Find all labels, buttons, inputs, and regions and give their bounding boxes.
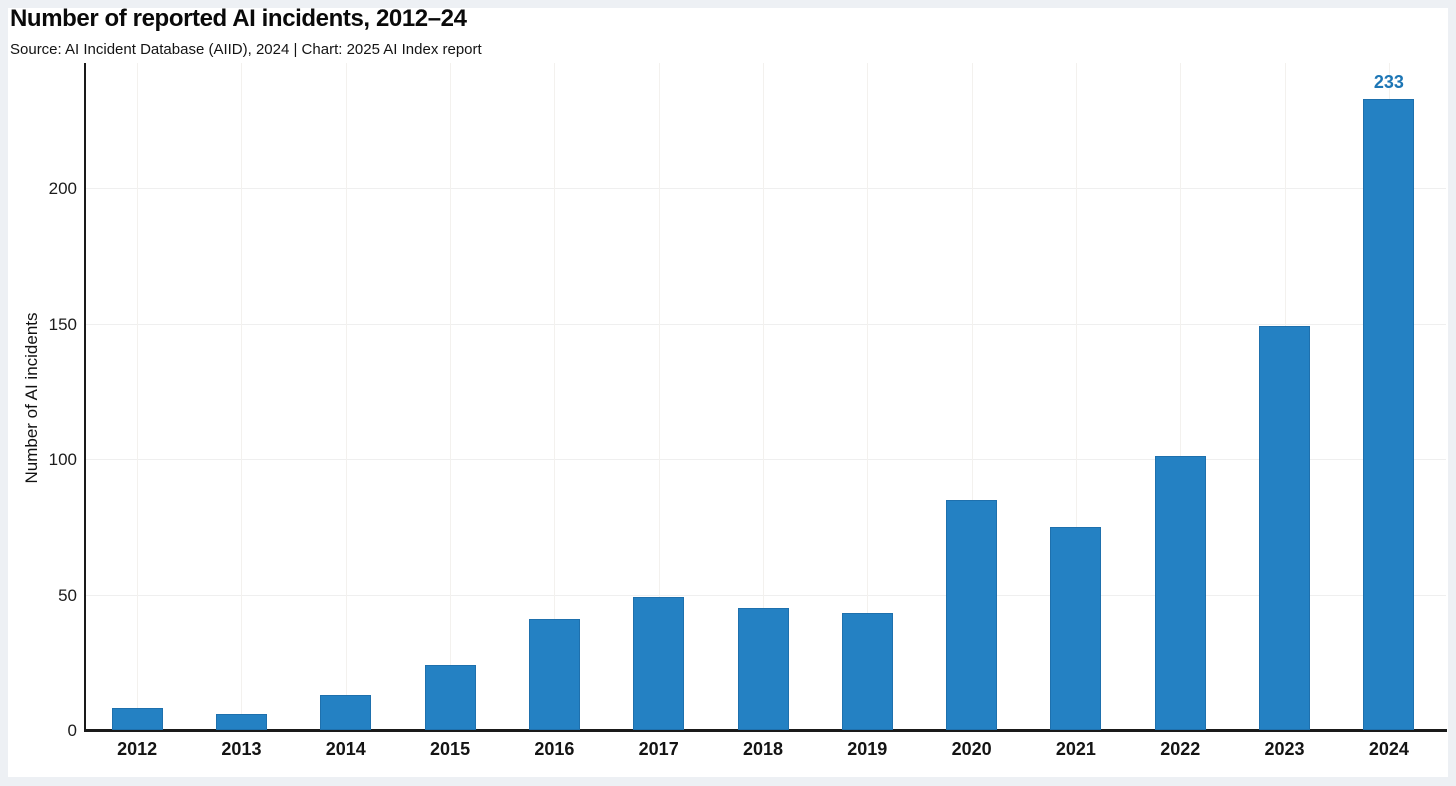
v-gridline-2022	[1180, 63, 1182, 729]
y-axis-spine	[84, 63, 86, 731]
h-gridline-150	[86, 323, 1446, 325]
bar-2024	[1363, 98, 1415, 730]
bar-2015	[424, 664, 476, 730]
x-tick-label-2023: 2023	[1264, 739, 1305, 759]
v-gridline-2018	[763, 63, 764, 729]
chart-card	[8, 8, 1448, 777]
v-gridline-2012	[137, 63, 139, 729]
x-tick-label-2012: 2012	[117, 739, 158, 759]
y-tick-label-200: 200	[48, 179, 77, 198]
bar-2018	[737, 608, 789, 730]
bar-2023	[1259, 326, 1311, 730]
v-gridline-2020	[971, 63, 973, 729]
x-tick-label-2024: 2024	[1368, 739, 1409, 759]
bar-2017	[633, 597, 685, 730]
v-gridline-2016	[554, 63, 556, 729]
x-tick-label-2021: 2021	[1055, 739, 1096, 759]
h-gridline-50	[86, 594, 1446, 596]
bar-2021	[1050, 526, 1102, 730]
x-tick-label-2019: 2019	[847, 739, 888, 759]
bar-2016	[528, 618, 580, 730]
bar-2022	[1154, 456, 1206, 730]
bar-value-annotation: 233	[1373, 71, 1404, 92]
v-gridline-2014	[345, 63, 347, 729]
bar-2020	[946, 499, 998, 730]
y-tick-label-100: 100	[48, 450, 77, 469]
y-tick-label-150: 150	[48, 314, 77, 334]
bar-2019	[841, 613, 893, 730]
x-tick-label-2013: 2013	[221, 739, 262, 759]
h-gridline-200	[86, 188, 1446, 189]
x-tick-label-2014: 2014	[325, 739, 366, 759]
x-tick-label-2022: 2022	[1160, 739, 1201, 759]
y-tick-label-50: 50	[58, 585, 77, 605]
v-gridline-2015	[450, 63, 452, 729]
v-gridline-2017	[658, 63, 660, 729]
bar-2013	[215, 713, 267, 730]
x-tick-label-2015: 2015	[430, 739, 471, 759]
h-gridline-100	[86, 459, 1446, 460]
v-gridline-2021	[1075, 63, 1077, 729]
x-tick-label-2016: 2016	[534, 739, 575, 759]
chart-title: Number of reported AI incidents, 2012–24	[10, 5, 467, 32]
x-tick-label-2018: 2018	[742, 739, 784, 759]
chart-source-caption: Source: AI Incident Database (AIID), 202…	[10, 41, 482, 58]
bar-2014	[320, 694, 372, 730]
x-tick-label-2020: 2020	[951, 739, 992, 759]
x-tick-label-2017: 2017	[638, 739, 679, 759]
x-axis-spine	[84, 729, 1447, 732]
v-gridline-2013	[241, 63, 243, 729]
bar-2012	[111, 708, 163, 730]
v-gridline-2019	[867, 63, 869, 729]
y-tick-label-0: 0	[67, 721, 77, 740]
